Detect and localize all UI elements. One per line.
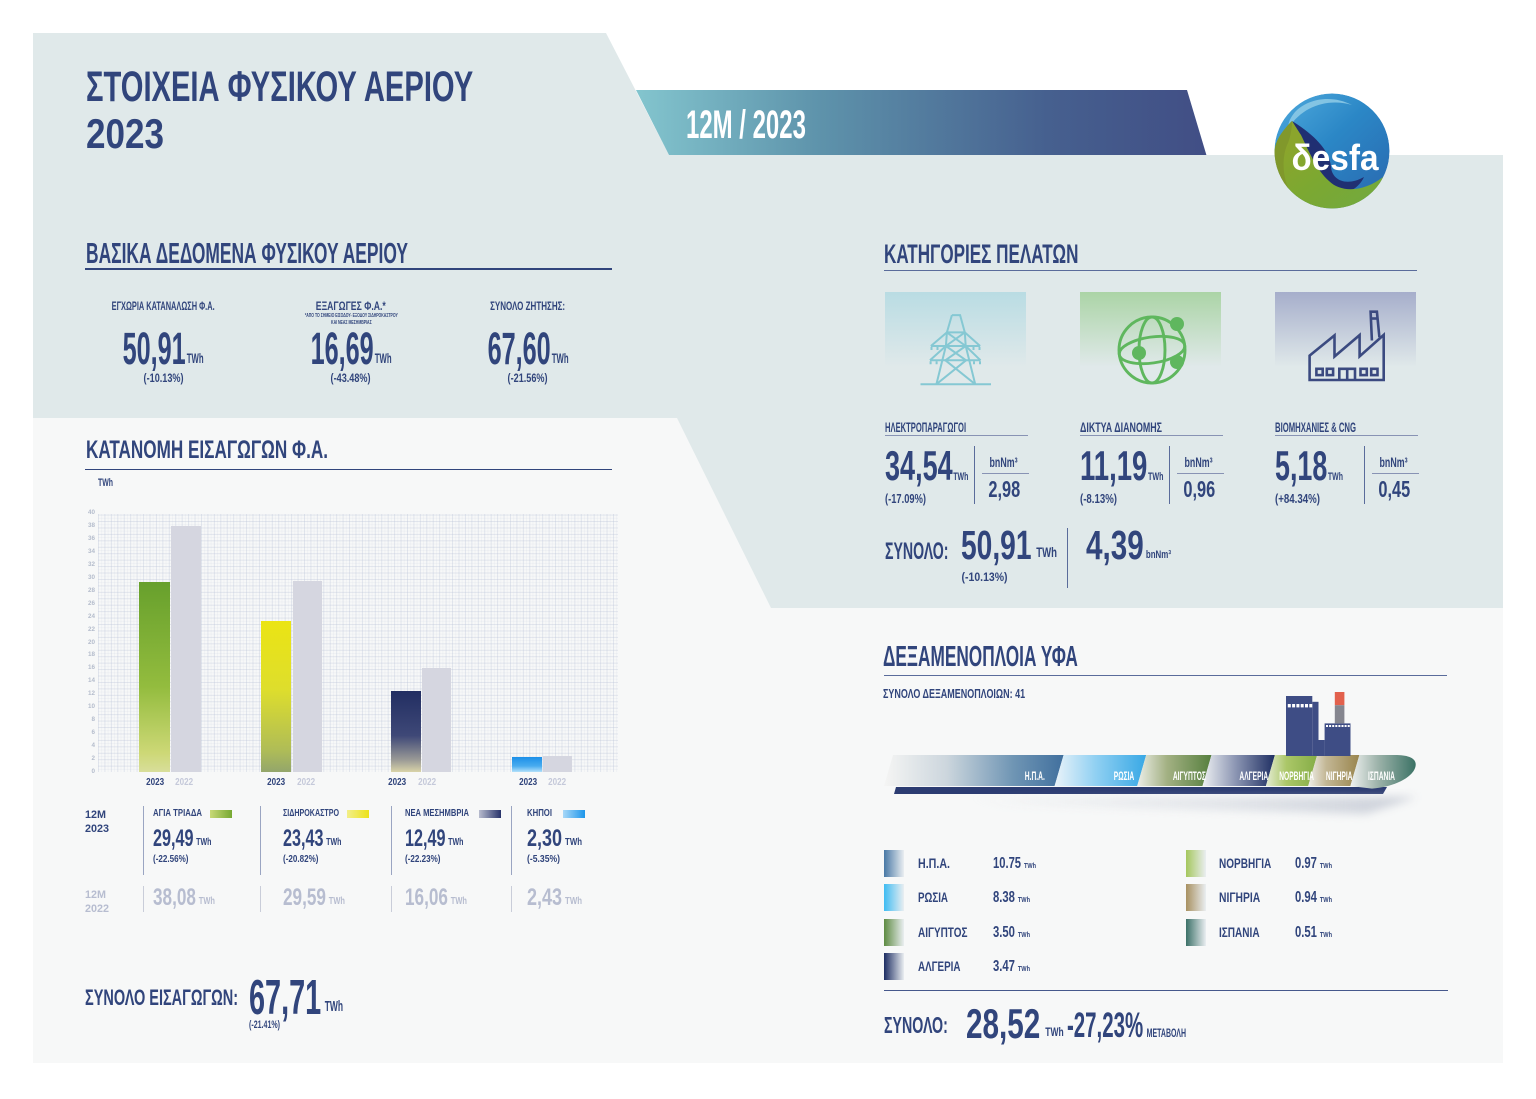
svg-text:ΝΙΓΗΡΙΑ: ΝΙΓΗΡΙΑ [1326,769,1353,782]
svg-text:ΙΣΠΑΝΙΑ: ΙΣΠΑΝΙΑ [1368,769,1395,782]
svg-text:ΑΙΓΥΠΤΟΣ: ΑΙΓΥΠΤΟΣ [1173,769,1206,782]
svg-text:Η.Π.Α.: Η.Π.Α. [1025,769,1045,782]
svg-text:ΡΩΣΙΑ: ΡΩΣΙΑ [1114,769,1135,782]
svg-text:δesfa: δesfa [1292,137,1380,178]
svg-text:ΑΛΓΕΡΙΑ: ΑΛΓΕΡΙΑ [1239,769,1268,782]
svg-text:ΝΟΡΒΗΓΙΑ: ΝΟΡΒΗΓΙΑ [1279,769,1314,782]
